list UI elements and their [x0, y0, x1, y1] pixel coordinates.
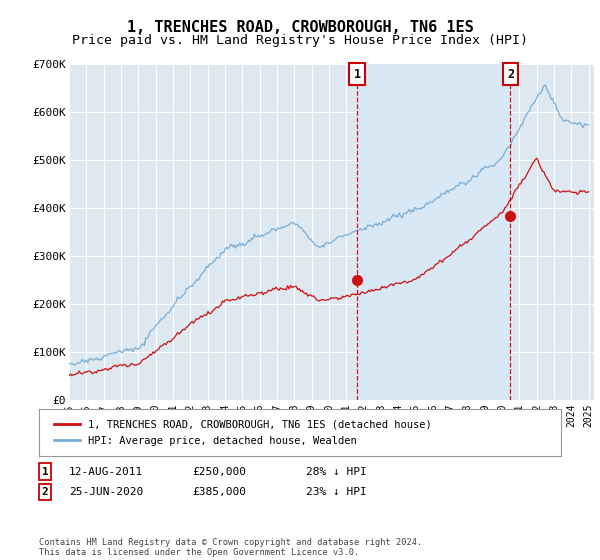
Text: £250,000: £250,000	[192, 466, 246, 477]
Text: 2: 2	[507, 68, 514, 81]
Text: 25-JUN-2020: 25-JUN-2020	[69, 487, 143, 497]
Bar	[357, 64, 511, 400]
Legend: 1, TRENCHES ROAD, CROWBOROUGH, TN6 1ES (detached house), HPI: Average price, det: 1, TRENCHES ROAD, CROWBOROUGH, TN6 1ES (…	[49, 416, 436, 450]
Text: 12-AUG-2011: 12-AUG-2011	[69, 466, 143, 477]
Text: 1: 1	[41, 466, 49, 477]
Text: Contains HM Land Registry data © Crown copyright and database right 2024.
This d: Contains HM Land Registry data © Crown c…	[39, 538, 422, 557]
Text: Price paid vs. HM Land Registry's House Price Index (HPI): Price paid vs. HM Land Registry's House …	[72, 34, 528, 46]
Text: 23% ↓ HPI: 23% ↓ HPI	[306, 487, 367, 497]
Text: 28% ↓ HPI: 28% ↓ HPI	[306, 466, 367, 477]
Text: £385,000: £385,000	[192, 487, 246, 497]
Text: 2: 2	[41, 487, 49, 497]
Text: 1, TRENCHES ROAD, CROWBOROUGH, TN6 1ES: 1, TRENCHES ROAD, CROWBOROUGH, TN6 1ES	[127, 20, 473, 35]
Text: 1: 1	[353, 68, 361, 81]
